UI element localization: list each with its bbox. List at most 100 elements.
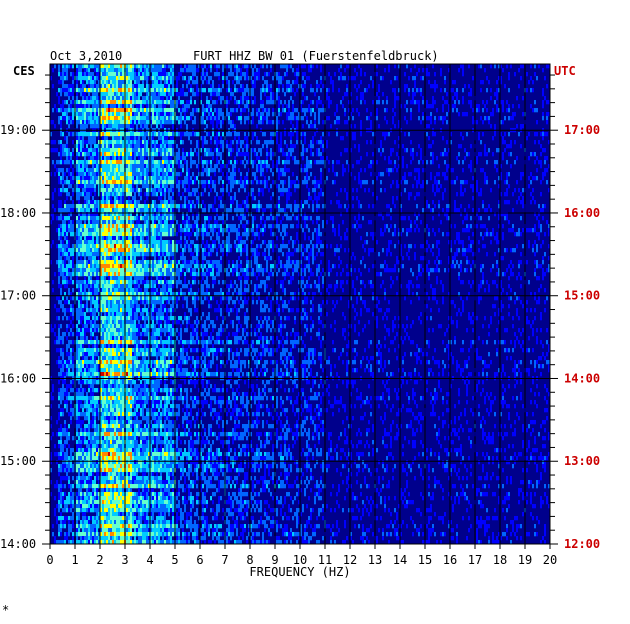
heatmap-cell	[540, 192, 542, 197]
heatmap-cell	[348, 64, 350, 69]
heatmap-cell	[346, 228, 348, 233]
heatmap-cell	[494, 180, 496, 185]
heatmap-cell	[80, 160, 82, 165]
heatmap-cell	[148, 92, 150, 97]
heatmap-cell	[118, 156, 120, 161]
heatmap-cell	[208, 76, 210, 81]
heatmap-cell	[264, 72, 266, 77]
heatmap-cell	[198, 224, 200, 229]
heatmap-cell	[154, 212, 156, 217]
heatmap-cell	[164, 176, 166, 181]
heatmap-cell	[102, 72, 104, 77]
heatmap-cell	[186, 164, 188, 169]
heatmap-cell	[120, 204, 122, 209]
heatmap-cell	[210, 68, 212, 73]
heatmap-cell	[296, 204, 298, 209]
heatmap-cell	[112, 184, 114, 189]
heatmap-cell	[542, 216, 544, 221]
heatmap-cell	[130, 100, 132, 105]
heatmap-cell	[156, 180, 158, 185]
heatmap-cell	[120, 100, 122, 105]
heatmap-cell	[100, 112, 102, 117]
heatmap-cell	[502, 120, 504, 125]
heatmap-cell	[254, 148, 256, 153]
heatmap-cell	[76, 156, 78, 161]
heatmap-cell	[60, 140, 62, 145]
heatmap-cell	[462, 100, 464, 105]
heatmap-cell	[166, 72, 168, 77]
heatmap-cell	[116, 96, 118, 101]
heatmap-cell	[132, 164, 134, 169]
heatmap-cell	[140, 76, 142, 81]
heatmap-cell	[62, 188, 64, 193]
heatmap-cell	[94, 220, 96, 225]
heatmap-cell	[80, 124, 82, 129]
heatmap-cell	[96, 108, 98, 113]
heatmap-cell	[142, 204, 144, 209]
heatmap-cell	[248, 168, 250, 173]
heatmap-cell	[236, 80, 238, 85]
heatmap-cell	[92, 132, 94, 137]
heatmap-cell	[90, 80, 92, 85]
heatmap-cell	[236, 148, 238, 153]
heatmap-cell	[112, 68, 114, 73]
heatmap-cell	[256, 156, 258, 161]
heatmap-cell	[262, 172, 264, 177]
heatmap-cell	[172, 76, 174, 81]
heatmap-cell	[194, 64, 196, 69]
heatmap-cell	[430, 208, 432, 213]
heatmap-cell	[130, 116, 132, 121]
heatmap-cell	[278, 196, 280, 201]
heatmap-cell	[118, 196, 120, 201]
heatmap-cell	[166, 228, 168, 233]
heatmap-cell	[208, 116, 210, 121]
heatmap-cell	[262, 180, 264, 185]
heatmap-cell	[152, 84, 154, 89]
heatmap-cell	[164, 188, 166, 193]
heatmap-cell	[118, 116, 120, 121]
heatmap-cell	[120, 192, 122, 197]
heatmap-cell	[360, 80, 362, 85]
heatmap-cell	[180, 172, 182, 177]
heatmap-cell	[282, 88, 284, 93]
heatmap-cell	[92, 200, 94, 205]
heatmap-cell	[182, 156, 184, 161]
heatmap-cell	[230, 124, 232, 129]
heatmap-cell	[514, 140, 516, 145]
heatmap-cell	[150, 188, 152, 193]
heatmap-cell	[304, 164, 306, 169]
heatmap-cell	[182, 116, 184, 121]
heatmap-cell	[476, 184, 478, 189]
heatmap-cell	[266, 204, 268, 209]
heatmap-cell	[66, 236, 68, 241]
heatmap-cell	[248, 160, 250, 165]
heatmap-cell	[184, 120, 186, 125]
heatmap-cell	[268, 120, 270, 125]
heatmap-cell	[86, 160, 88, 165]
heatmap-cell	[116, 80, 118, 85]
heatmap-cell	[392, 232, 394, 237]
heatmap-cell	[106, 84, 108, 89]
heatmap-cell	[402, 144, 404, 149]
heatmap-cell	[296, 232, 298, 237]
heatmap-cell	[240, 68, 242, 73]
heatmap-cell	[240, 216, 242, 221]
heatmap-cell	[60, 204, 62, 209]
heatmap-cell	[164, 168, 166, 173]
heatmap-cell	[456, 232, 458, 237]
heatmap-cell	[482, 100, 484, 105]
heatmap-cell	[156, 148, 158, 153]
heatmap-cell	[86, 116, 88, 121]
heatmap-cell	[160, 196, 162, 201]
heatmap-cell	[104, 96, 106, 101]
heatmap-cell	[76, 188, 78, 193]
heatmap-cell	[150, 176, 152, 181]
heatmap-cell	[136, 120, 138, 125]
heatmap-cell	[58, 224, 60, 229]
heatmap-cell	[94, 108, 96, 113]
heatmap-cell	[284, 228, 286, 233]
heatmap-cell	[144, 156, 146, 161]
heatmap-cell	[76, 144, 78, 149]
heatmap-cell	[194, 132, 196, 137]
heatmap-cell	[150, 132, 152, 137]
